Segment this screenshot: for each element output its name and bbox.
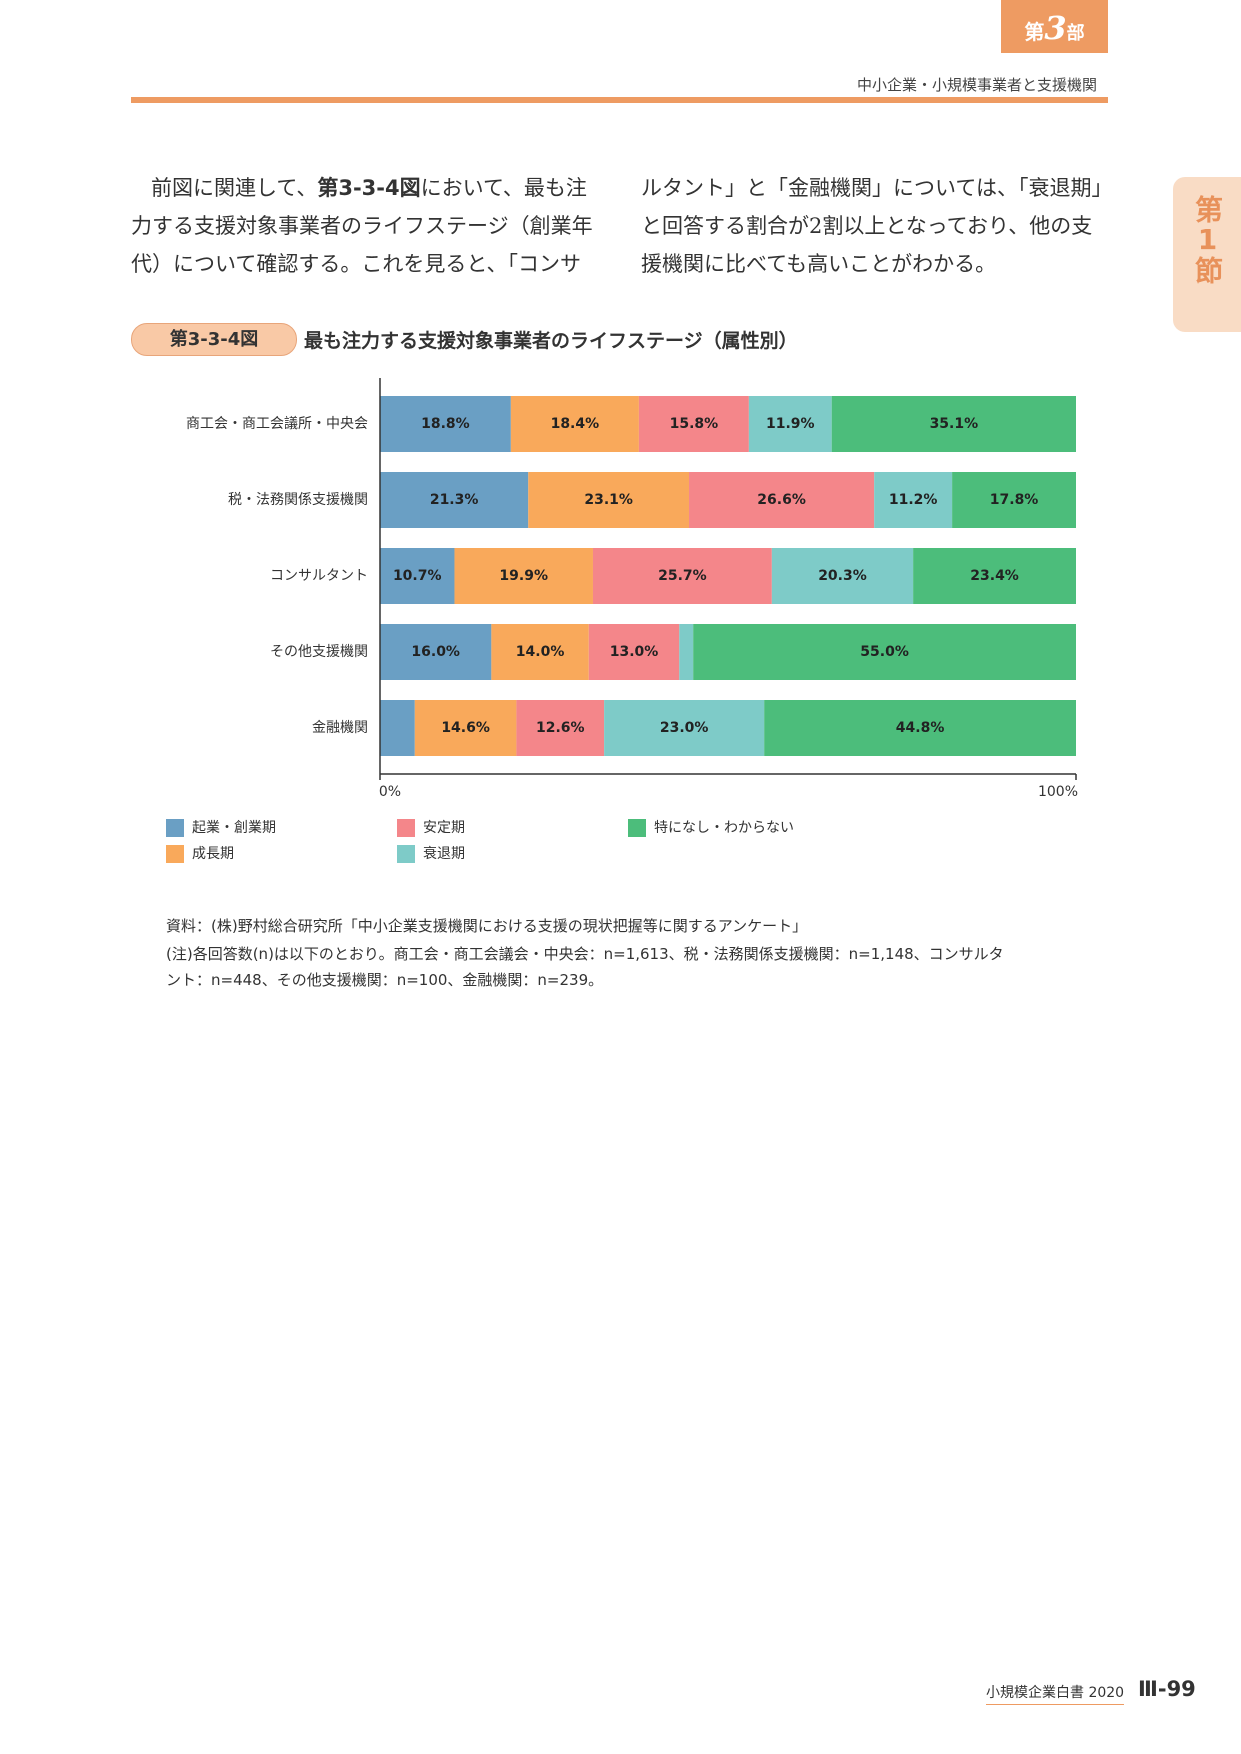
x-tick-label: 0%	[379, 784, 401, 800]
bar-segment	[693, 624, 1076, 680]
value-label: 25.7%	[658, 568, 707, 584]
category-label: 金融機関	[312, 720, 368, 736]
bar-segment	[491, 624, 589, 680]
value-label: 14.0%	[516, 644, 565, 660]
bar-segment	[638, 396, 749, 452]
value-label: 20.3%	[818, 568, 867, 584]
part-prefix: 第	[1024, 20, 1045, 44]
part-tab: 第3部	[1001, 0, 1108, 53]
header-rule	[131, 97, 1108, 103]
figure-label: 第3-3-4図	[131, 323, 297, 356]
legend-swatch	[628, 819, 646, 837]
bar-segment	[414, 700, 517, 756]
category-label: コンサルタント	[270, 568, 368, 584]
legend-label: 特になし・わからない	[654, 820, 794, 836]
value-label: 16.0%	[411, 644, 460, 660]
bar-segment	[771, 548, 914, 604]
bar-segment	[604, 700, 765, 756]
source-note: 資料：(株)野村総合研究所「中小企業支援機関における支援の現状把握等に関するアン…	[166, 917, 808, 935]
figure-title: 最も注力する支援対象事業者のライフステージ（属性別）	[304, 330, 798, 352]
value-label: 21.3%	[430, 492, 479, 508]
legend-swatch	[397, 845, 415, 863]
body-lead: 前図に関連して、	[151, 176, 318, 200]
bar-segment	[679, 624, 694, 680]
body-line: と回答する割合が2割以上となっており、他の支	[641, 214, 1093, 238]
bar-segment	[913, 548, 1076, 604]
body-text: において、最も注	[420, 176, 587, 200]
legend-label: 衰退期	[423, 845, 465, 862]
bar-segment	[748, 396, 832, 452]
legend-swatch	[397, 819, 415, 837]
footer-year: 2020	[1088, 1685, 1125, 1701]
footer-book: 小規模企業白書 2020	[986, 1682, 1125, 1705]
section-title: 中小企業・小規模事業者と支援機関	[856, 76, 1097, 94]
value-label: 23.1%	[584, 492, 633, 508]
value-label: 23.0%	[660, 720, 709, 736]
body-line: 前図に関連して、第3-3-4図において、最も注	[151, 172, 587, 202]
value-label: 19.9%	[499, 568, 548, 584]
part-suffix: 部	[1066, 23, 1085, 44]
body-line: 代）について確認する。これを見ると、「コンサ	[131, 252, 582, 276]
bar-segment	[689, 472, 875, 528]
bar-segment	[592, 548, 772, 604]
bar-segment	[380, 700, 415, 756]
value-label: 55.0%	[860, 644, 909, 660]
value-label: 18.4%	[551, 416, 600, 432]
value-label: 11.2%	[889, 492, 938, 508]
note-line: ント：n=448、その他支援機関：n=100、金融機関：n=239。	[166, 971, 604, 989]
note-line: (注)各回答数(n)は以下のとおり。商工会・商工会議会・中央会：n=1,613、…	[166, 945, 1004, 963]
bar-segment	[380, 624, 492, 680]
value-label: 35.1%	[930, 416, 979, 432]
bar-segment	[380, 396, 511, 452]
value-label: 18.8%	[421, 416, 470, 432]
side-tab-text: 第1節	[1191, 195, 1224, 284]
body-line: ルタント」と「金融機関」については、「衰退期」	[641, 176, 1113, 200]
bar-segment	[952, 472, 1076, 528]
part-number: 3	[1044, 9, 1067, 47]
value-label: 44.8%	[896, 720, 945, 736]
bar-segment	[454, 548, 593, 604]
bar-segment	[510, 396, 639, 452]
category-label: 税・法務関係支援機関	[228, 492, 368, 508]
value-label: 10.7%	[393, 568, 442, 584]
value-label: 13.0%	[610, 644, 659, 660]
bar-segment	[380, 472, 529, 528]
value-label: 15.8%	[670, 416, 719, 432]
side-tab	[1173, 177, 1241, 332]
legend-swatch	[166, 819, 184, 837]
chart: 商工会・商工会議所・中央会 18.8% 18.4% 15.8% 11.9% 35.1% 税・…	[166, 378, 1078, 863]
category-label: その他支援機関	[270, 644, 368, 660]
footer-book-title: 小規模企業白書	[986, 1685, 1084, 1701]
category-label: 商工会・商工会議所・中央会	[186, 415, 368, 432]
value-label: 12.6%	[536, 720, 585, 736]
bar-segment	[764, 700, 1076, 756]
bar-segment	[516, 700, 605, 756]
bar-segment	[380, 548, 455, 604]
bar-segment	[528, 472, 690, 528]
value-label: 17.8%	[990, 492, 1039, 508]
bar-segment	[831, 396, 1076, 452]
x-tick-label: 100%	[1038, 784, 1078, 800]
body-line: 力する支援対象事業者のライフステージ（創業年	[131, 214, 593, 238]
page-number: Ⅲ-99	[1138, 1677, 1196, 1701]
figure-ref: 第3-3-4図	[317, 176, 421, 200]
value-label: 11.9%	[766, 416, 815, 432]
value-label: 14.6%	[441, 720, 490, 736]
legend-label: 起業・創業期	[192, 820, 276, 836]
legend-label: 安定期	[423, 820, 465, 836]
value-label: 26.6%	[757, 492, 806, 508]
legend-label: 成長期	[192, 846, 234, 862]
bar-segment	[874, 472, 953, 528]
legend-swatch	[166, 845, 184, 863]
bar-segment	[588, 624, 680, 680]
body-line: 援機関に比べても高いことがわかる。	[641, 252, 997, 276]
value-label: 23.4%	[970, 568, 1019, 584]
